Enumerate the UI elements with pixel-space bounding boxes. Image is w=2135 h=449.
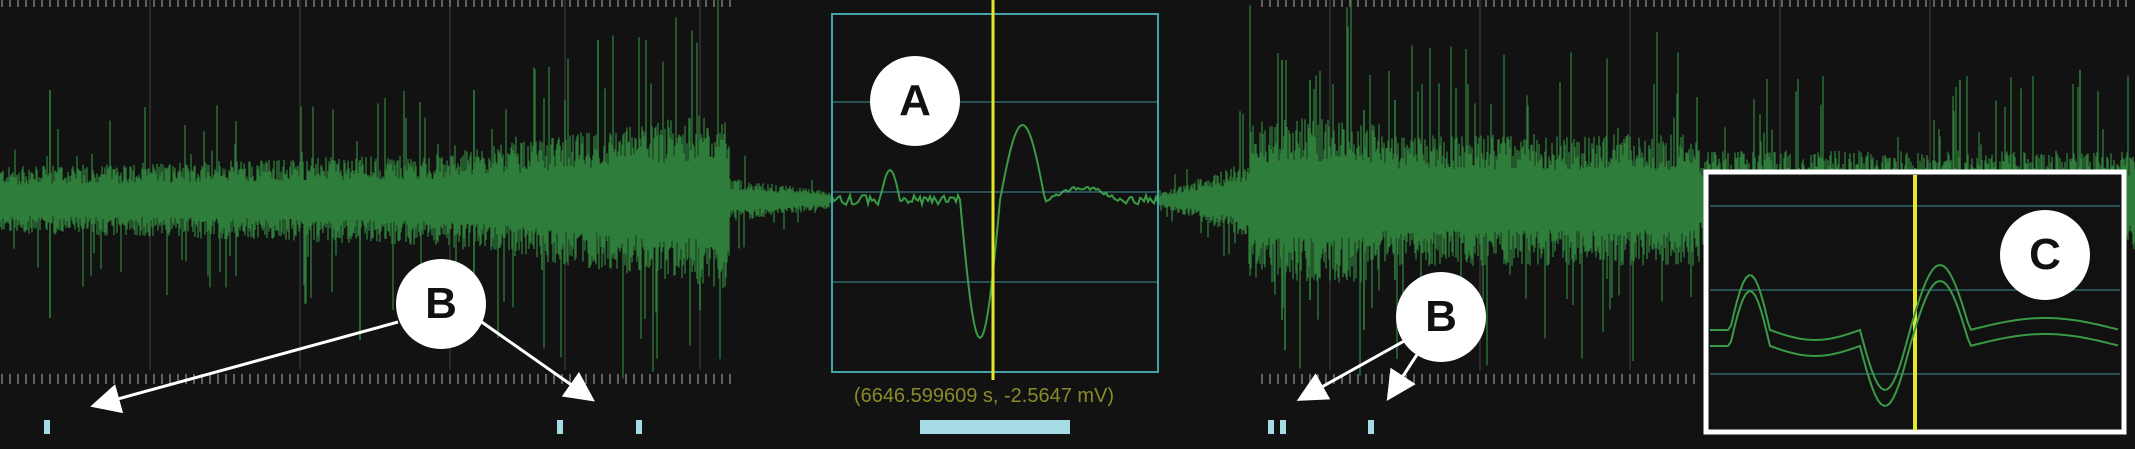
event-marker (44, 420, 50, 434)
event-marker (1268, 420, 1274, 434)
zoom-trace-lower (1710, 280, 2119, 407)
bottom-tick-strip (1, 374, 1695, 384)
selection-marker-bar (920, 420, 1070, 434)
event-marker (1368, 420, 1374, 434)
event-marker-row[interactable] (44, 420, 1374, 434)
annotation-arrows (90, 316, 1422, 414)
zoom-trace-upper (1710, 264, 2119, 391)
event-marker (636, 420, 642, 434)
annotation-label-b-right: B (1396, 272, 1486, 362)
annotation-label-c: C (2000, 210, 2090, 300)
annotation-arrow (1386, 349, 1422, 402)
event-marker (1280, 420, 1286, 434)
selection-box (831, 13, 1159, 373)
annotation-label-a: A (870, 56, 960, 146)
annotation-label-b-left: B (396, 259, 486, 349)
annotation-arrow (475, 316, 595, 402)
top-tick-strip (1, 0, 2127, 7)
annotation-arrow (90, 320, 399, 414)
zoom-inset-panel (1703, 169, 2127, 435)
annotation-arrow (1296, 338, 1407, 401)
selection-window[interactable] (831, 0, 1159, 380)
selected-waveform-segment (831, 123, 1159, 340)
event-marker (557, 420, 563, 434)
cursor-coordinate-readout: (6646.599609 s, -2.5647 mV) (853, 385, 1115, 407)
